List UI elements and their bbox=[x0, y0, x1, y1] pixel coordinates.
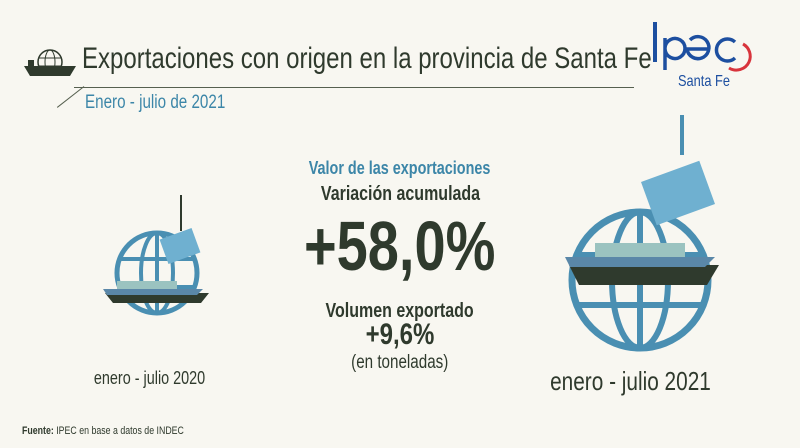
volume-unit: (en toneladas) bbox=[351, 352, 449, 373]
title-divider bbox=[74, 87, 634, 88]
variation-label: Variación acumulada bbox=[320, 183, 480, 205]
period-current-label: enero - julio 2021 bbox=[550, 366, 711, 396]
globe-ship-2020-illustration bbox=[103, 195, 209, 316]
globe-ship-2021-illustration bbox=[565, 115, 719, 352]
page-title: Exportaciones con origen en la provincia… bbox=[82, 42, 652, 75]
volume-value: +9,6% bbox=[365, 318, 435, 351]
ship-globe-icon bbox=[24, 49, 76, 76]
title-divider-slash bbox=[56, 86, 85, 108]
section-title: Valor de las exportaciones bbox=[309, 158, 491, 178]
source-text: IPEC en base a datos de INDEC bbox=[56, 425, 184, 437]
source-label: Fuente: bbox=[22, 425, 54, 437]
source-note: Fuente: IPEC en base a datos de INDEC bbox=[22, 425, 224, 437]
volume-label: Volumen exportado bbox=[325, 300, 475, 322]
variation-value: +58,0% bbox=[304, 207, 496, 285]
logo-subtitle: Santa Fe bbox=[678, 73, 730, 90]
period-previous-label: enero - julio 2020 bbox=[94, 368, 206, 388]
ipec-logo bbox=[653, 22, 752, 72]
page-subtitle: Enero - julio de 2021 bbox=[85, 92, 226, 113]
